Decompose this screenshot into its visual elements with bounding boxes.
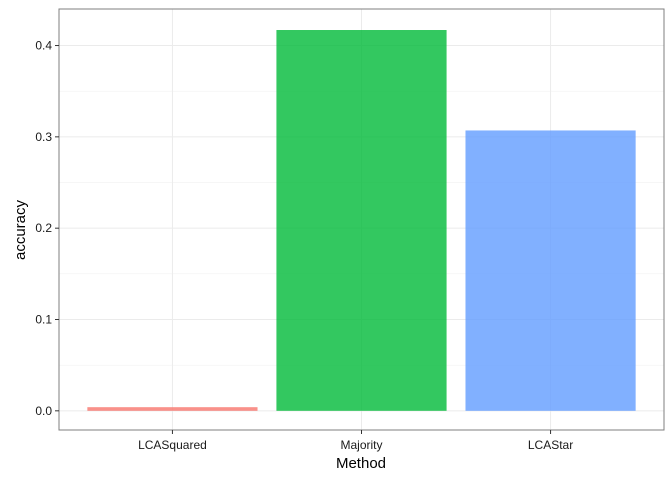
bar-lcastar bbox=[465, 130, 636, 411]
y-tick-label: 0.3 bbox=[35, 130, 52, 144]
x-tick-label: LCAStar bbox=[528, 438, 573, 452]
x-axis-title: Method bbox=[336, 455, 386, 472]
y-tick-label: 0.1 bbox=[35, 312, 52, 326]
x-tick-label: LCASquared bbox=[138, 438, 207, 452]
bars bbox=[87, 30, 636, 411]
bar-lcasquared bbox=[87, 407, 258, 411]
y-tick-label: 0.0 bbox=[35, 404, 52, 418]
x-tick-label: Majority bbox=[340, 438, 382, 452]
y-tick-label: 0.2 bbox=[35, 221, 52, 235]
x-axis: LCASquared Majority LCAStar bbox=[138, 430, 573, 452]
y-axis: 0.0 0.1 0.2 0.3 0.4 bbox=[35, 39, 59, 418]
y-axis-title: accuracy bbox=[12, 199, 29, 260]
y-tick-label: 0.4 bbox=[35, 39, 52, 53]
bar-majority bbox=[276, 30, 447, 411]
